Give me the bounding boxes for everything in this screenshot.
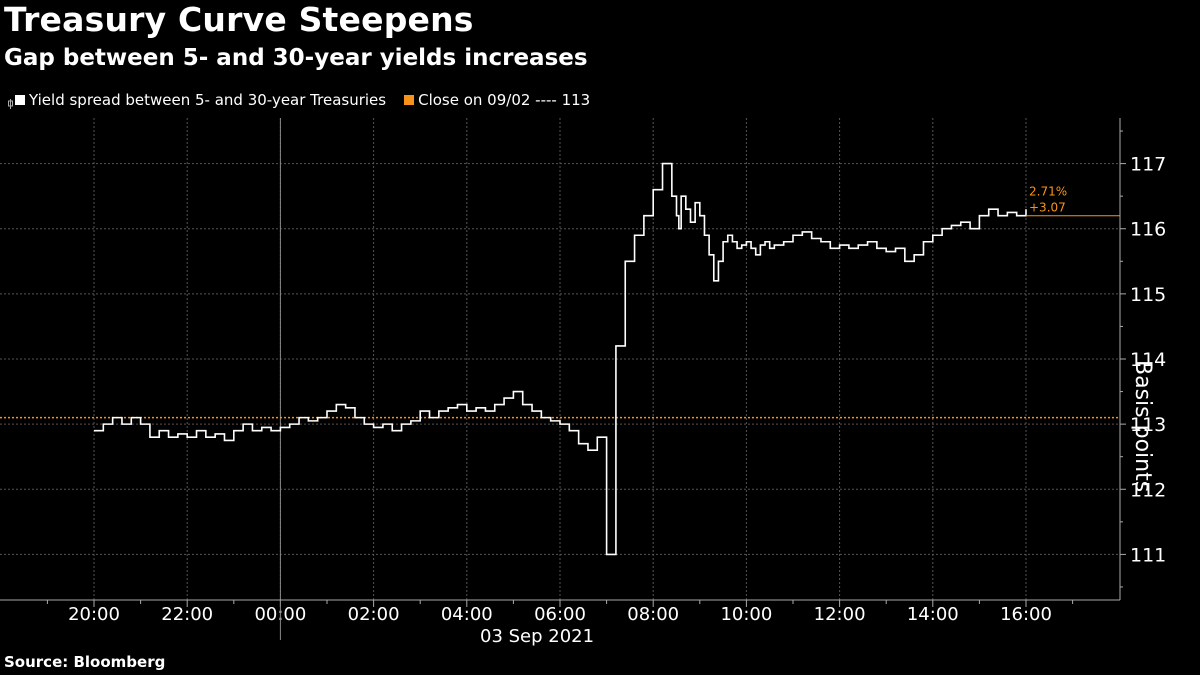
spread-series-line	[94, 162, 1027, 556]
chart-subtitle: Gap between 5- and 30-year yields increa…	[4, 45, 588, 71]
y-tick-label: 114	[1130, 349, 1166, 371]
legend-item-close: Close on 09/02 ---- 113	[404, 91, 590, 109]
legend-swatch-close	[404, 95, 415, 105]
x-axis-date-label: 03 Sep 2021	[480, 626, 595, 647]
x-tick-label: 16:00	[1000, 604, 1052, 625]
x-tick-label: 12:00	[814, 604, 866, 625]
x-tick-label: 20:00	[68, 604, 120, 625]
y-tick-label: 113	[1130, 414, 1166, 436]
chart-title: Treasury Curve Steepens	[4, 0, 474, 39]
legend-label-spread: Yield spread between 5- and 30-year Trea…	[29, 91, 387, 109]
x-tick-label: 08:00	[627, 604, 679, 625]
y-tick-label: 115	[1130, 284, 1166, 306]
last-value-pct-label: 2.71%	[1029, 185, 1067, 199]
x-tick-label: 14:00	[907, 604, 959, 625]
x-tick-label: 22:00	[161, 604, 213, 625]
last-value-change-label: +3.07	[1029, 201, 1066, 215]
source-note: Source: Bloomberg	[4, 653, 166, 671]
y-tick-label: 111	[1130, 544, 1166, 566]
legend-label-close: Close on 09/02 ---- 113	[418, 91, 591, 109]
legend-swatch-spread	[15, 95, 25, 105]
x-tick-label: 04:00	[441, 604, 493, 625]
legend-item-spread: Yield spread between 5- and 30-year Trea…	[8, 91, 386, 109]
x-tick-label: 06:00	[534, 604, 586, 625]
x-tick-label: 10:00	[720, 604, 772, 625]
y-tick-label: 117	[1130, 154, 1166, 176]
y-tick-label: 116	[1130, 219, 1166, 241]
y-tick-label: 112	[1130, 479, 1166, 501]
chart-legend: Yield spread between 5- and 30-year Trea…	[8, 91, 608, 109]
x-tick-label: 02:00	[348, 604, 400, 625]
candle-icon	[8, 95, 13, 109]
y-axis-title: Basis points	[1130, 360, 1155, 493]
